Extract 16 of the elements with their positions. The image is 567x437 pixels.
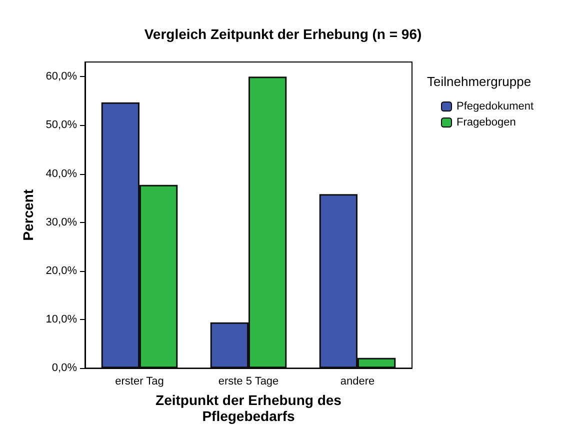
x-tick-label: andere [340, 376, 375, 388]
legend-label: Fragebogen [456, 116, 516, 128]
y-tick-label: 30,0% [46, 216, 78, 228]
x-tick-label: erste 5 Tage [218, 376, 279, 388]
legend-label: Pfegedokument [456, 100, 534, 112]
y-tick-label: 60,0% [46, 70, 78, 83]
y-tick-label: 50,0% [46, 119, 78, 132]
chart-title: Vergleich Zeitpunkt der Erhebung (n = 96) [144, 26, 422, 42]
legend-title: Teilnehmergruppe [427, 74, 532, 89]
y-tick-label: 40,0% [46, 168, 78, 180]
x-axis-title: Zeitpunkt der Erhebung des Pflegebedarfs [156, 392, 342, 424]
y-tick-label: 0,0% [52, 362, 78, 374]
x-tick-label: erster Tag [115, 376, 164, 388]
y-axis-title: Percent [20, 189, 36, 241]
y-tick-label: 10,0% [46, 314, 78, 326]
y-tick-label: 20,0% [46, 264, 78, 277]
